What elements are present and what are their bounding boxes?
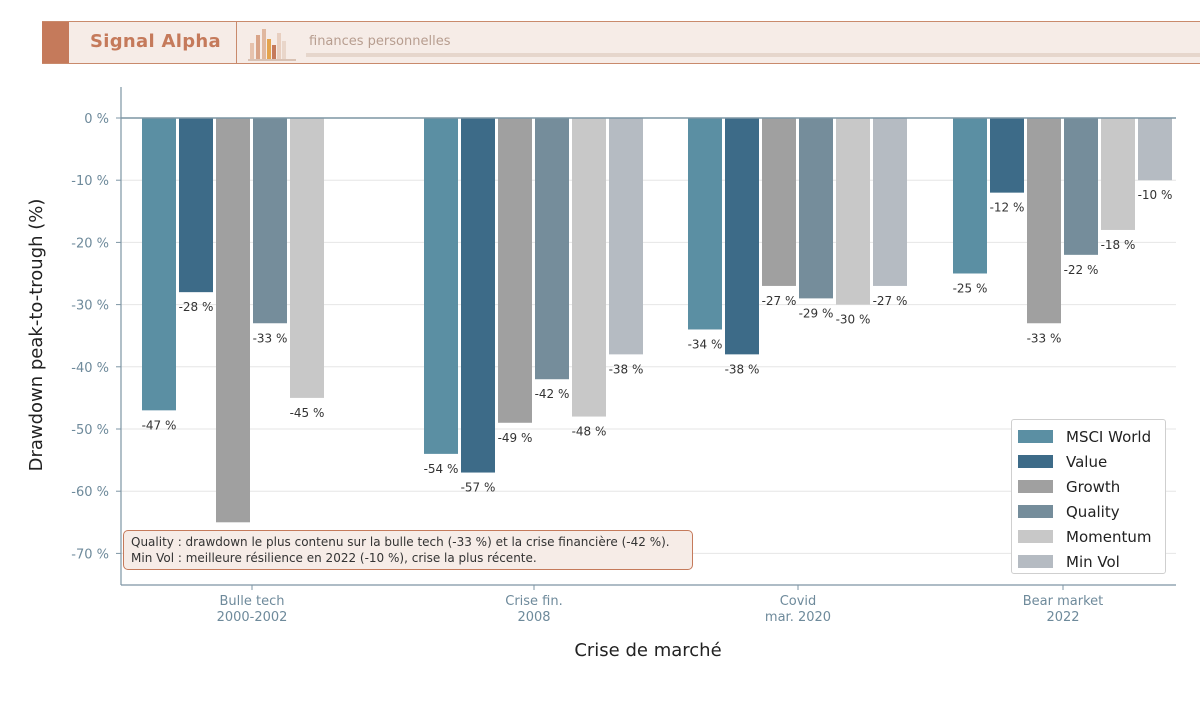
- bar-value-label: -49 %: [498, 431, 533, 445]
- bar-value-label: -27 %: [762, 294, 797, 308]
- bar-value-label: -33 %: [253, 331, 288, 345]
- bar-msci-world: [688, 118, 722, 330]
- legend-label: Quality: [1066, 502, 1120, 521]
- bar-value-label: -42 %: [535, 387, 570, 401]
- legend-swatch: [1018, 455, 1053, 468]
- legend-item: Momentum: [1018, 524, 1165, 549]
- bar-value-label: -34 %: [688, 337, 723, 351]
- annotation-box: Quality : drawdown le plus contenu sur l…: [123, 530, 693, 570]
- y-tick-label: -10 %: [71, 174, 109, 189]
- x-tick-label-sub: 2000-2002: [217, 610, 288, 625]
- bar-value-label: -45 %: [290, 406, 325, 420]
- legend-label: Value: [1066, 452, 1108, 471]
- bar-value: [179, 118, 213, 293]
- legend: MSCI World Value Growth Quality Momentum Min …: [1011, 419, 1166, 574]
- legend-swatch: [1018, 480, 1053, 493]
- y-tick-label: -70 %: [71, 547, 109, 562]
- bar-growth: [498, 118, 532, 423]
- x-tick-label: Bear market: [1023, 594, 1104, 609]
- legend-label: Momentum: [1066, 527, 1152, 546]
- bar-value-label: -18 %: [1101, 238, 1136, 252]
- legend-item: Value: [1018, 449, 1165, 474]
- bar-momentum: [572, 118, 606, 417]
- bars: [142, 118, 1172, 523]
- bar-growth: [216, 118, 250, 523]
- bar-value-label: -48 %: [572, 425, 607, 439]
- bar-momentum: [290, 118, 324, 398]
- x-tick-label: Crise fin.: [505, 594, 563, 609]
- bar-value-label: -30 %: [836, 313, 871, 327]
- bar-value: [461, 118, 495, 473]
- brand-accent-block: [42, 22, 69, 63]
- y-tick-label: -30 %: [71, 299, 109, 314]
- legend-item: Quality: [1018, 499, 1165, 524]
- bar-growth: [762, 118, 796, 286]
- bar-growth: [1027, 118, 1061, 324]
- bar-momentum: [1101, 118, 1135, 230]
- bar-min-vol: [873, 118, 907, 286]
- x-tick-label: Covid: [780, 594, 817, 609]
- legend-item: Min Vol: [1018, 549, 1165, 574]
- bar-quality: [1064, 118, 1098, 255]
- tagline-rule: [306, 53, 1200, 57]
- legend-swatch: [1018, 530, 1053, 543]
- bar-value-label: -22 %: [1064, 263, 1099, 277]
- bar-value-label: -38 %: [609, 362, 644, 376]
- x-axis-title: Crise de marché: [574, 640, 721, 661]
- x-tick-label-sub: 2022: [1046, 610, 1079, 625]
- bar-value-label: -25 %: [953, 282, 988, 296]
- logo-bars-icon: [248, 29, 296, 61]
- bar-quality: [253, 118, 287, 324]
- value-labels: -47 % -54 % -34 % -25 % -28 % -57 % -38 % -12 %…: [142, 188, 1173, 494]
- y-tick-label: -60 %: [71, 485, 109, 500]
- bar-msci-world: [142, 118, 176, 411]
- bar-value-label: -54 %: [424, 462, 459, 476]
- bar-value-label: -47 %: [142, 418, 177, 432]
- x-tick-label-sub: 2008: [517, 610, 550, 625]
- annotation-line-1: Quality : drawdown le plus contenu sur l…: [131, 535, 670, 549]
- legend-label: Growth: [1066, 477, 1121, 496]
- x-tick-label: Bulle tech: [220, 594, 285, 609]
- bar-msci-world: [424, 118, 458, 454]
- y-tick-label: -40 %: [71, 361, 109, 376]
- bar-min-vol: [1138, 118, 1172, 181]
- bar-msci-world: [953, 118, 987, 274]
- legend-swatch: [1018, 505, 1053, 518]
- bar-value-label: -27 %: [873, 294, 908, 308]
- header-divider: [236, 22, 237, 63]
- bar-value: [725, 118, 759, 355]
- bar-value-label: -28 %: [179, 300, 214, 314]
- bar-value-label: -10 %: [1138, 188, 1173, 202]
- y-axis-title: Drawdown peak-to-trough (%): [26, 199, 47, 472]
- bar-value: [990, 118, 1024, 193]
- bar-value-label: -29 %: [799, 306, 834, 320]
- header-banner: Signal Alpha finances personnelles: [42, 21, 1200, 64]
- bar-value-label: -12 %: [990, 201, 1025, 215]
- tagline: finances personnelles: [309, 34, 451, 49]
- y-tick-label: -20 %: [71, 236, 109, 251]
- legend-swatch: [1018, 555, 1053, 568]
- bar-value-label: -38 %: [725, 362, 760, 376]
- bar-value-label: -33 %: [1027, 331, 1062, 345]
- bar-value-label: -57 %: [461, 481, 496, 495]
- legend-label: Min Vol: [1066, 552, 1120, 571]
- legend-item: MSCI World: [1018, 424, 1165, 449]
- legend-swatch: [1018, 430, 1053, 443]
- bar-min-vol: [609, 118, 643, 355]
- legend-item: Growth: [1018, 474, 1165, 499]
- bar-quality: [799, 118, 833, 299]
- axes: 0 % -10 % -20 % -30 % -40 % -50 % -60 % -70 % Bu…: [71, 87, 1176, 625]
- y-tick-label: -50 %: [71, 423, 109, 438]
- annotation-line-2: Min Vol : meilleure résilience en 2022 (…: [131, 551, 537, 565]
- bar-quality: [535, 118, 569, 380]
- brand-name: Signal Alpha: [90, 31, 221, 52]
- x-tick-label-sub: mar. 2020: [765, 610, 831, 625]
- bar-momentum: [836, 118, 870, 305]
- legend-label: MSCI World: [1066, 427, 1152, 446]
- y-tick-label: 0 %: [84, 112, 109, 127]
